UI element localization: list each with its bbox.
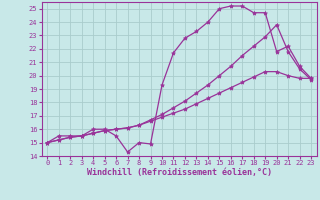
X-axis label: Windchill (Refroidissement éolien,°C): Windchill (Refroidissement éolien,°C) bbox=[87, 168, 272, 177]
